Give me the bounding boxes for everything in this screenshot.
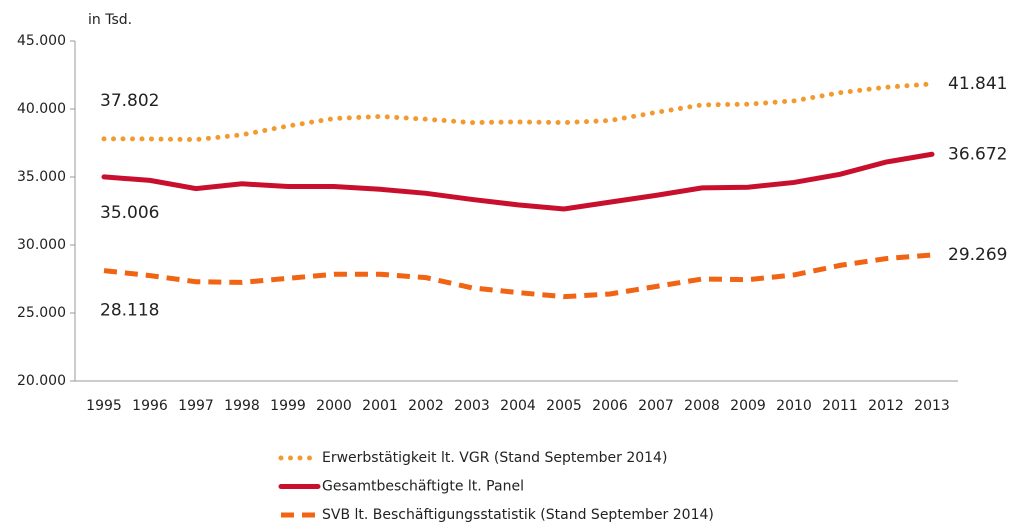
legend-label: SVB lt. Beschäftigungsstatistik (Stand S… — [322, 507, 714, 522]
data-label: 28.118 — [100, 301, 159, 321]
y-tick-label: 20.000 — [17, 373, 66, 389]
x-tick-label: 2007 — [638, 398, 674, 414]
x-tick-label: 2009 — [730, 398, 766, 414]
x-tick-label: 1995 — [86, 398, 122, 414]
series-line — [101, 81, 935, 143]
y-tick-label: 25.000 — [17, 305, 66, 321]
data-label: 36.672 — [948, 144, 1007, 164]
x-tick-label: 2013 — [914, 398, 950, 414]
x-tick-label: 1998 — [224, 398, 260, 414]
y-axis-label: in Tsd. — [88, 12, 132, 28]
data-label: 35.006 — [100, 203, 159, 223]
x-tick-label: 1997 — [178, 398, 214, 414]
data-label: 29.269 — [948, 245, 1007, 265]
series-line — [103, 252, 933, 300]
y-tick-label: 45.000 — [17, 33, 66, 49]
x-tick-label: 2003 — [454, 398, 490, 414]
y-tick-label: 30.000 — [17, 237, 66, 253]
x-tick-label: 2004 — [500, 398, 536, 414]
legend-label: Gesamtbeschäftigte lt. Panel — [322, 479, 524, 495]
x-tick-label: 2005 — [546, 398, 582, 414]
y-tick-label: 35.000 — [17, 169, 66, 185]
x-tick-label: 2008 — [684, 398, 720, 414]
x-tick-label: 2010 — [776, 398, 812, 414]
legend-label: Erwerbstätigkeit lt. VGR (Stand Septembe… — [322, 450, 667, 466]
series-line — [101, 151, 935, 212]
x-tick-label: 2011 — [822, 398, 858, 414]
data-label: 37.802 — [100, 91, 159, 111]
x-tick-label: 2012 — [868, 398, 904, 414]
x-tick-label: 2002 — [408, 398, 444, 414]
x-tick-label: 2006 — [592, 398, 628, 414]
y-tick-label: 40.000 — [17, 101, 66, 117]
x-tick-label: 2000 — [316, 398, 352, 414]
x-tick-label: 1999 — [270, 398, 306, 414]
x-tick-label: 2001 — [362, 398, 398, 414]
x-tick-label: 1996 — [132, 398, 168, 414]
data-label: 41.841 — [948, 74, 1007, 94]
